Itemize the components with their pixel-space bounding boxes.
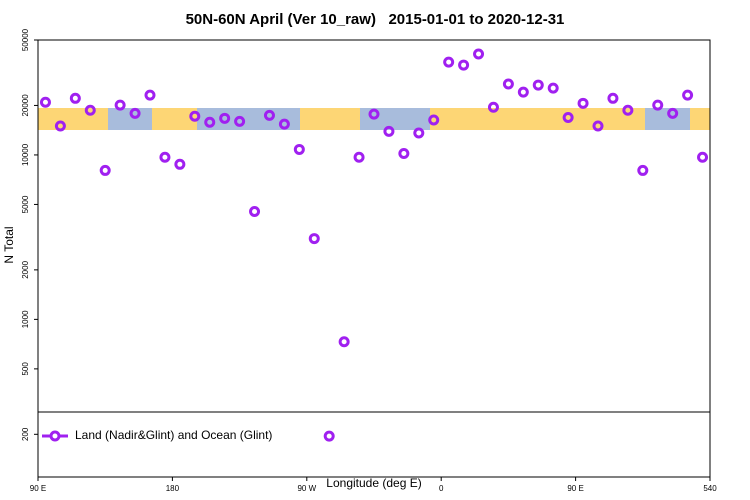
data-point	[428, 114, 440, 126]
data-point	[622, 104, 634, 116]
data-point	[263, 109, 275, 121]
data-point	[383, 125, 395, 137]
data-point	[84, 104, 96, 116]
data-point	[39, 96, 51, 108]
data-point	[249, 205, 261, 217]
data-point	[413, 127, 425, 139]
plot-frame	[37, 39, 711, 478]
data-point	[652, 99, 664, 111]
legend-label: Land (Nadir&Glint) and Ocean (Glint)	[75, 428, 272, 442]
data-point	[323, 430, 335, 442]
data-point	[159, 151, 171, 163]
data-point	[547, 82, 559, 94]
y-tick-label: 20000	[21, 94, 30, 117]
data-point	[308, 233, 320, 245]
data-point	[144, 89, 156, 101]
x-tick-label: 540	[703, 484, 717, 493]
data-point	[473, 48, 485, 60]
x-tick-label: 90 E	[30, 484, 46, 493]
x-tick-label: 90 W	[297, 484, 316, 493]
data-point	[204, 116, 216, 128]
data-point	[502, 78, 514, 90]
data-point	[667, 107, 679, 119]
chart-title: 50N-60N April (Ver 10_raw) 2015-01-01 to…	[186, 11, 565, 28]
x-tick-label: 90 E	[567, 484, 583, 493]
data-point	[99, 164, 111, 176]
data-point	[637, 164, 649, 176]
data-point	[458, 59, 470, 71]
data-point	[189, 110, 201, 122]
data-point	[682, 89, 694, 101]
y-tick-label: 2000	[21, 260, 30, 278]
data-point	[174, 158, 186, 170]
data-point	[487, 101, 499, 113]
x-tick-label: 180	[166, 484, 180, 493]
data-point	[592, 120, 604, 132]
x-axis-label: Longitude (deg E)	[326, 476, 421, 490]
data-point	[443, 56, 455, 68]
data-point	[562, 111, 574, 123]
data-point	[532, 79, 544, 91]
y-tick-label: 1000	[21, 310, 30, 328]
y-tick-label: 200	[21, 427, 30, 441]
data-point	[219, 112, 231, 124]
y-tick-label: 10000	[21, 143, 30, 166]
data-point	[697, 151, 709, 163]
data-point	[398, 148, 410, 160]
data-point	[114, 99, 126, 111]
data-point	[293, 143, 305, 155]
data-point	[69, 92, 81, 104]
data-point	[129, 107, 141, 119]
y-axis-label: N Total	[2, 226, 16, 263]
data-point	[577, 97, 589, 109]
legend-marker	[49, 430, 61, 442]
y-tick-label: 5000	[21, 195, 30, 213]
data-point	[353, 151, 365, 163]
data-point	[54, 120, 66, 132]
data-point	[338, 336, 350, 348]
y-tick-label: 50000	[21, 28, 30, 51]
data-point	[278, 118, 290, 130]
y-tick-label: 500	[21, 362, 30, 376]
data-point	[517, 86, 529, 98]
data-point	[607, 92, 619, 104]
x-tick-label: 0	[439, 484, 444, 493]
legend-box	[37, 411, 711, 478]
data-point	[368, 108, 380, 120]
data-point	[234, 115, 246, 127]
